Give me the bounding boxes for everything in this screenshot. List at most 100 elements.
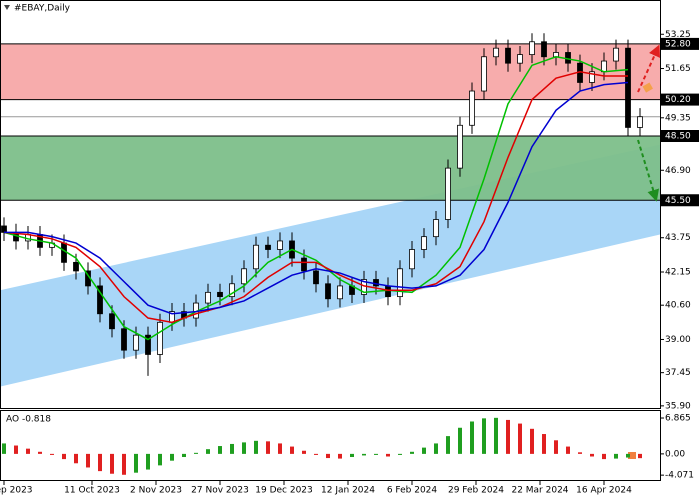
candle-body bbox=[421, 236, 427, 250]
candle-body bbox=[481, 56, 487, 92]
ao-bar bbox=[110, 453, 114, 474]
channel bbox=[0, 144, 660, 387]
candle-body bbox=[625, 47, 631, 128]
candle-body bbox=[457, 124, 463, 169]
candle-body bbox=[97, 285, 103, 315]
candle-body bbox=[217, 291, 223, 298]
ao-bar bbox=[602, 453, 606, 460]
candle-body bbox=[589, 71, 595, 83]
ao-bar bbox=[350, 453, 354, 458]
y-tick-label: 46.90 bbox=[665, 166, 691, 176]
ao-tick-label: 0.00 bbox=[665, 449, 685, 459]
candle-body bbox=[61, 242, 67, 263]
ao-bar bbox=[626, 453, 630, 458]
ao-bar bbox=[158, 453, 162, 466]
ao-bar bbox=[410, 451, 414, 454]
y-tick-label: 49.35 bbox=[665, 113, 691, 123]
ao-bar bbox=[482, 418, 486, 454]
ao-bar bbox=[326, 453, 330, 459]
ao-tick-label: -4.071 bbox=[665, 471, 694, 481]
ao-bar bbox=[38, 451, 42, 454]
candle-body bbox=[613, 47, 619, 62]
x-tick-label: 29 Feb 2024 bbox=[448, 486, 504, 496]
up-arrow bbox=[637, 44, 660, 93]
candle-body bbox=[277, 240, 283, 250]
y-tick-label: 53.25 bbox=[665, 30, 691, 40]
candle-body bbox=[445, 167, 451, 220]
candle-body bbox=[385, 285, 391, 298]
ao-bar bbox=[266, 441, 270, 454]
price-panel bbox=[0, 33, 660, 387]
symbol-icon bbox=[4, 5, 10, 10]
candle-body bbox=[253, 244, 259, 270]
x-tick-label: 19 Dec 2023 bbox=[255, 486, 313, 496]
down-arrow bbox=[637, 139, 659, 202]
ao-bar bbox=[530, 428, 534, 454]
candle-body bbox=[433, 219, 439, 238]
moving-average bbox=[3, 70, 628, 324]
candle-body bbox=[313, 270, 319, 285]
ao-bar bbox=[290, 446, 294, 454]
ao-bar bbox=[506, 419, 510, 454]
level-label: 48.50 bbox=[665, 132, 691, 142]
level-box bbox=[661, 93, 699, 106]
y-tick-label: 39.00 bbox=[665, 335, 691, 345]
candle-body bbox=[241, 268, 247, 285]
level-label: 50.20 bbox=[665, 95, 691, 105]
level-box bbox=[661, 194, 699, 207]
zone bbox=[0, 136, 660, 201]
moving-average bbox=[4, 81, 629, 315]
candle-body bbox=[409, 249, 415, 270]
ao-bar bbox=[386, 453, 390, 457]
y-tick-label: 42.15 bbox=[665, 268, 691, 278]
candle-body bbox=[205, 291, 211, 304]
candle-body bbox=[601, 60, 607, 73]
x-tick-label: 27 Nov 2023 bbox=[191, 486, 249, 496]
candle-body bbox=[337, 285, 343, 300]
x-tick-label: 2 Nov 2023 bbox=[130, 486, 182, 496]
candle-body bbox=[517, 54, 523, 64]
ao-bar bbox=[278, 443, 282, 454]
ao-bar bbox=[338, 453, 342, 459]
candle-body bbox=[1, 225, 7, 233]
ao-bar bbox=[314, 453, 318, 455]
ao-bar bbox=[374, 453, 378, 455]
ao-bar bbox=[362, 453, 366, 456]
ao-bar bbox=[74, 453, 78, 464]
ao-bar bbox=[182, 453, 186, 458]
ao-bar bbox=[446, 436, 450, 454]
chart-title: #EBAY,Daily bbox=[14, 4, 71, 14]
ao-bar bbox=[206, 449, 210, 454]
ao-bar bbox=[86, 453, 90, 468]
candle-body bbox=[157, 321, 163, 355]
candle-body bbox=[469, 90, 475, 126]
candle-body bbox=[265, 244, 271, 250]
x-tick-label: 6 Feb 2024 bbox=[387, 486, 438, 496]
y-tick-label: 51.65 bbox=[665, 64, 691, 74]
candle-body bbox=[229, 283, 235, 298]
ao-bar bbox=[14, 445, 18, 454]
candle-body bbox=[541, 41, 547, 58]
ao-bar bbox=[458, 427, 462, 454]
marker bbox=[642, 82, 653, 93]
ao-frame bbox=[0, 410, 661, 481]
candle-body bbox=[493, 47, 499, 58]
level-box bbox=[661, 37, 699, 50]
candle-body bbox=[109, 313, 115, 330]
ao-bar bbox=[194, 452, 198, 454]
level-label: 52.80 bbox=[665, 39, 691, 49]
ao-bar bbox=[50, 453, 54, 455]
ao-bar bbox=[242, 442, 246, 454]
y-tick-label: 40.60 bbox=[665, 301, 691, 311]
ao-bar bbox=[578, 452, 582, 454]
candle-body bbox=[133, 334, 139, 351]
candle-body bbox=[145, 334, 151, 355]
ao-bar bbox=[554, 440, 558, 454]
price-frame bbox=[0, 0, 661, 409]
zone bbox=[0, 43, 660, 100]
x-tick-label: 11 Oct 2023 bbox=[64, 486, 120, 496]
ao-bar bbox=[2, 443, 6, 454]
candle-body bbox=[529, 41, 535, 56]
ao-bar bbox=[254, 440, 258, 454]
